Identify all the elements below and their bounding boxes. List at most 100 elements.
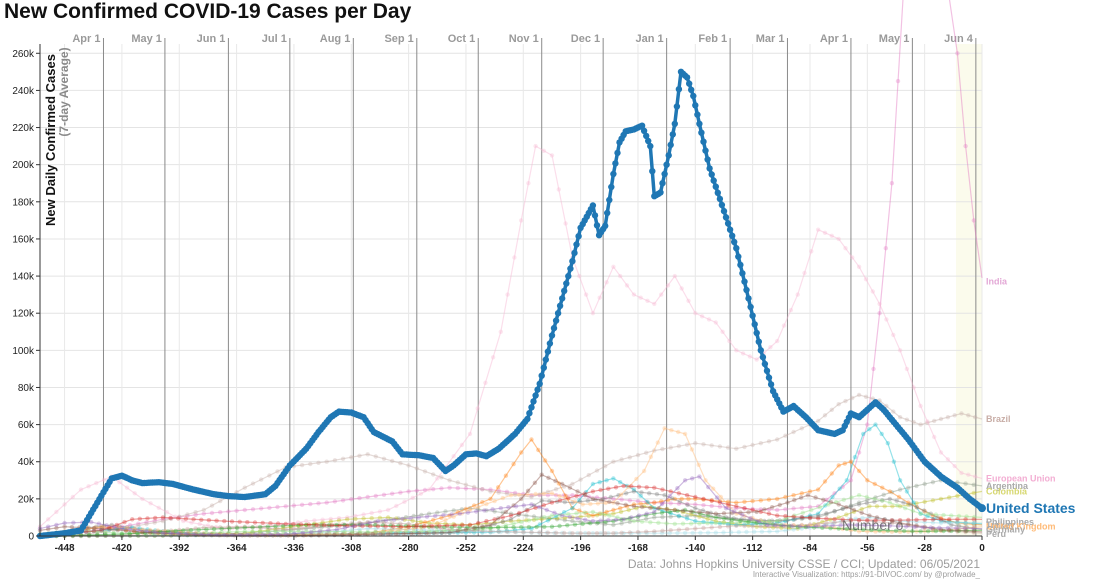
data-point (672, 521, 677, 527)
data-point (447, 513, 452, 518)
data-point (273, 526, 278, 532)
data-point (259, 525, 264, 530)
data-point (820, 525, 825, 530)
end-label-germany: Germany (986, 524, 1025, 534)
data-point (645, 298, 650, 303)
data-point (585, 498, 590, 503)
data-point (431, 525, 436, 530)
data-point (561, 287, 568, 295)
data-point (459, 442, 465, 448)
data-point (652, 509, 657, 515)
data-point (593, 222, 601, 229)
data-point (742, 517, 747, 522)
data-point (398, 530, 403, 536)
data-point (229, 532, 235, 538)
data-point (629, 531, 634, 536)
data-point (549, 524, 555, 529)
data-point (426, 529, 432, 534)
data-point (792, 516, 798, 522)
data-point (145, 527, 150, 532)
data-point (398, 524, 404, 529)
data-point (791, 517, 796, 522)
data-point (675, 486, 680, 491)
data-point (365, 522, 370, 528)
end-label-india: India (986, 277, 1008, 287)
data-point (160, 515, 166, 520)
data-point (933, 528, 939, 534)
data-point (863, 394, 869, 399)
data-point (463, 528, 469, 533)
data-point (319, 525, 324, 530)
data-point (526, 181, 531, 186)
data-point (829, 233, 834, 238)
data-point (639, 519, 645, 524)
data-point (170, 530, 176, 535)
data-point (775, 520, 780, 526)
data-point (563, 280, 570, 287)
y-axis-ticks: 020k40k60k80k100k120k140k160k180k200k220… (12, 49, 40, 543)
data-point (758, 498, 763, 503)
data-point (873, 422, 878, 427)
data-point (554, 310, 562, 317)
data-point (388, 529, 393, 534)
data-point (631, 292, 637, 297)
data-point (443, 530, 448, 535)
data-point (922, 524, 927, 530)
data-point (895, 503, 900, 508)
data-point (512, 527, 518, 533)
data-point (672, 273, 677, 279)
data-point (623, 502, 628, 507)
y-axis-label: New Daily Confirmed Cases (43, 54, 58, 226)
data-point (863, 523, 868, 528)
data-point (833, 499, 839, 505)
data-point (388, 531, 393, 537)
data-point (747, 354, 753, 359)
data-point (750, 516, 755, 521)
data-point (746, 519, 751, 525)
x-tick-label: -84 (803, 543, 818, 554)
data-point (688, 86, 695, 94)
data-point (937, 525, 942, 530)
data-point (930, 498, 936, 503)
data-point (693, 502, 698, 507)
data-point (697, 514, 702, 519)
data-point (742, 506, 747, 511)
data-point (586, 520, 591, 525)
data-point (316, 501, 321, 506)
data-point (222, 532, 227, 538)
data-point (829, 471, 834, 476)
data-point (922, 509, 927, 514)
data-point (759, 529, 765, 534)
data-point (775, 513, 780, 518)
data-point (775, 496, 780, 502)
data-point (816, 227, 821, 232)
data-point (117, 524, 122, 529)
data-point (381, 520, 387, 525)
data-point (601, 496, 606, 502)
data-point (524, 415, 531, 423)
data-point (672, 496, 677, 502)
data-point (117, 480, 122, 485)
data-point (750, 498, 755, 504)
data-point (327, 532, 332, 537)
data-point (660, 446, 665, 452)
data-point (920, 525, 925, 530)
data-point (237, 519, 242, 524)
data-point (465, 527, 470, 532)
data-point (821, 497, 826, 502)
data-point (234, 531, 239, 536)
data-point (660, 528, 665, 533)
data-point (865, 518, 870, 523)
series-iran (37, 493, 983, 537)
data-point (618, 506, 623, 511)
data-point (144, 529, 149, 534)
data-point (649, 505, 654, 510)
data-point (938, 518, 944, 524)
data-point (604, 280, 609, 285)
data-point (856, 493, 862, 498)
data-point (572, 499, 578, 504)
data-point (730, 510, 735, 516)
data-point (634, 506, 639, 511)
data-point (938, 527, 944, 532)
data-point (273, 529, 278, 534)
